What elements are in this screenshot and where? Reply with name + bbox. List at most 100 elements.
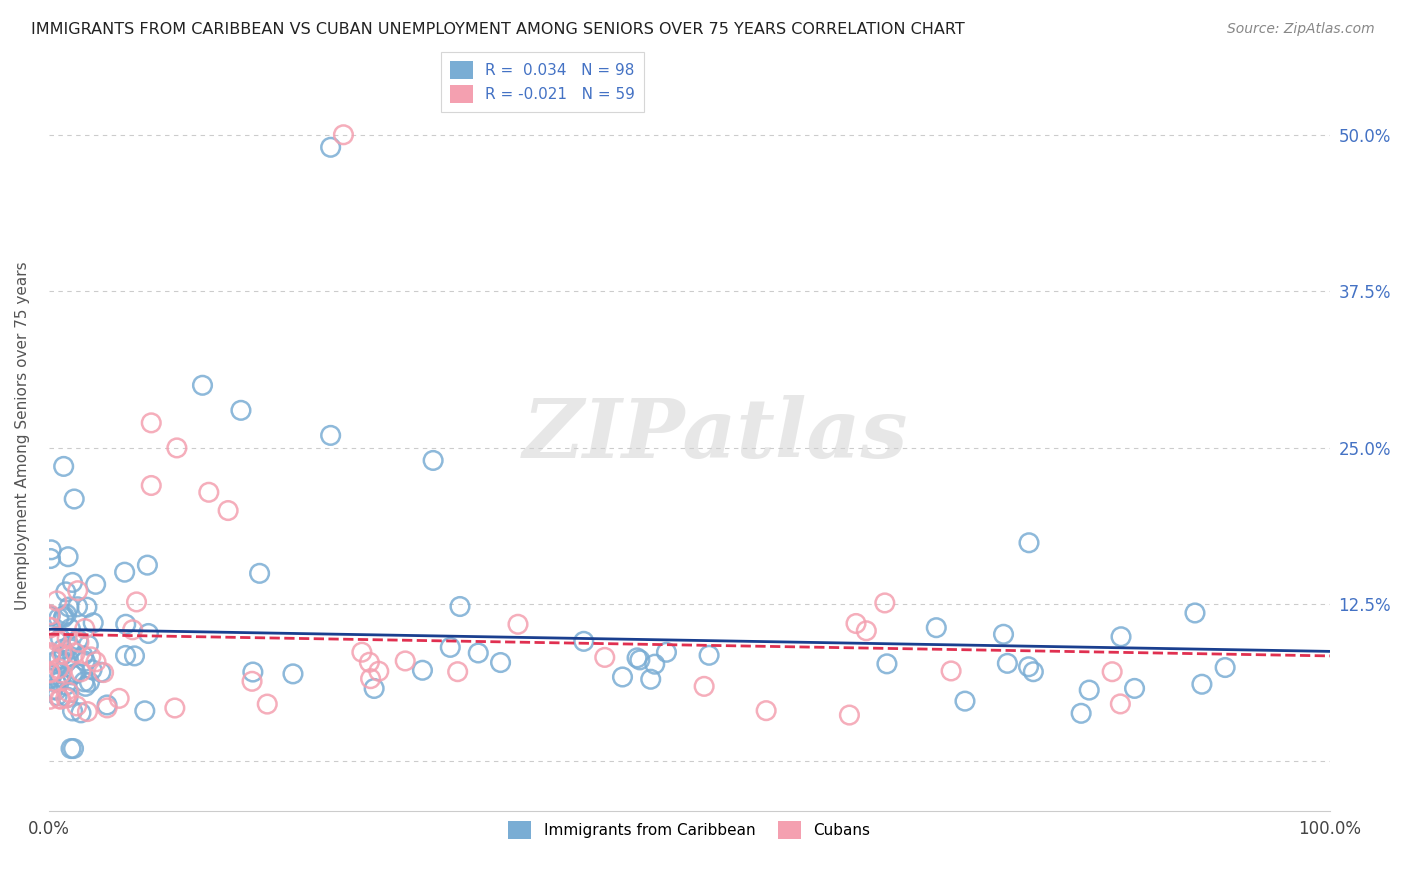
Point xyxy=(60,741,83,756)
Point xyxy=(49,632,72,646)
Point xyxy=(65,666,87,681)
Point xyxy=(367,664,389,678)
Point xyxy=(48,652,70,666)
Point xyxy=(1123,681,1146,696)
Point xyxy=(394,654,416,668)
Point xyxy=(755,704,778,718)
Point xyxy=(51,666,73,681)
Point xyxy=(49,692,72,706)
Point xyxy=(39,542,62,557)
Point xyxy=(46,634,69,648)
Point xyxy=(44,654,66,668)
Point xyxy=(876,657,898,671)
Point xyxy=(70,706,93,720)
Point xyxy=(121,623,143,637)
Point xyxy=(360,672,382,686)
Point xyxy=(939,664,962,678)
Point xyxy=(198,485,221,500)
Point xyxy=(84,577,107,591)
Point xyxy=(1022,665,1045,679)
Point xyxy=(45,630,67,644)
Point xyxy=(411,663,433,677)
Point xyxy=(359,655,381,669)
Point xyxy=(59,641,82,656)
Point xyxy=(52,642,75,657)
Point xyxy=(256,697,278,711)
Y-axis label: Unemployment Among Seniors over 75 years: Unemployment Among Seniors over 75 years xyxy=(15,261,30,610)
Legend: Immigrants from Caribbean, Cubans: Immigrants from Caribbean, Cubans xyxy=(502,815,876,845)
Point xyxy=(281,666,304,681)
Point xyxy=(166,441,188,455)
Point xyxy=(39,608,62,623)
Point xyxy=(593,650,616,665)
Point xyxy=(39,648,62,663)
Point xyxy=(467,646,489,660)
Point xyxy=(217,503,239,517)
Point xyxy=(52,459,75,474)
Point xyxy=(242,665,264,679)
Point xyxy=(114,617,136,632)
Point xyxy=(80,649,103,664)
Point xyxy=(63,491,86,506)
Point xyxy=(56,632,79,646)
Point xyxy=(48,611,70,625)
Point xyxy=(62,575,84,590)
Point xyxy=(56,690,79,705)
Point xyxy=(855,624,877,638)
Point xyxy=(62,668,84,682)
Point xyxy=(70,665,93,679)
Point xyxy=(48,674,70,689)
Text: IMMIGRANTS FROM CARIBBEAN VS CUBAN UNEMPLOYMENT AMONG SENIORS OVER 75 YEARS CORR: IMMIGRANTS FROM CARIBBEAN VS CUBAN UNEMP… xyxy=(31,22,965,37)
Point xyxy=(39,665,62,680)
Point xyxy=(1213,660,1236,674)
Point xyxy=(55,585,77,599)
Point xyxy=(693,679,716,693)
Point xyxy=(52,648,75,662)
Point xyxy=(640,672,662,686)
Point xyxy=(626,651,648,665)
Point xyxy=(1184,606,1206,620)
Point xyxy=(77,638,100,652)
Point xyxy=(82,615,104,630)
Point xyxy=(67,635,90,649)
Point xyxy=(46,689,69,703)
Point xyxy=(873,596,896,610)
Point xyxy=(114,648,136,663)
Point xyxy=(1109,697,1132,711)
Point xyxy=(141,416,163,430)
Point xyxy=(66,583,89,598)
Point xyxy=(39,551,62,566)
Point xyxy=(55,655,77,669)
Point xyxy=(995,657,1018,671)
Point xyxy=(138,626,160,640)
Point xyxy=(655,645,678,659)
Point xyxy=(136,558,159,573)
Point xyxy=(697,648,720,663)
Text: Source: ZipAtlas.com: Source: ZipAtlas.com xyxy=(1227,22,1375,37)
Point xyxy=(1101,665,1123,679)
Point xyxy=(90,665,112,680)
Point xyxy=(58,639,80,653)
Text: ZIPatlas: ZIPatlas xyxy=(522,395,908,475)
Point xyxy=(993,627,1015,641)
Point xyxy=(39,692,62,706)
Point xyxy=(49,670,72,684)
Point xyxy=(644,657,666,672)
Point xyxy=(65,646,87,660)
Point xyxy=(489,656,512,670)
Point xyxy=(39,607,62,622)
Point xyxy=(58,685,80,699)
Point xyxy=(72,648,94,663)
Point xyxy=(332,128,354,142)
Point xyxy=(249,566,271,581)
Point xyxy=(439,640,461,655)
Point xyxy=(319,140,342,154)
Point xyxy=(75,679,97,693)
Point xyxy=(449,599,471,614)
Point xyxy=(39,620,62,634)
Point xyxy=(66,698,89,713)
Point xyxy=(55,691,77,706)
Point xyxy=(838,708,860,723)
Point xyxy=(76,600,98,615)
Point xyxy=(55,678,77,692)
